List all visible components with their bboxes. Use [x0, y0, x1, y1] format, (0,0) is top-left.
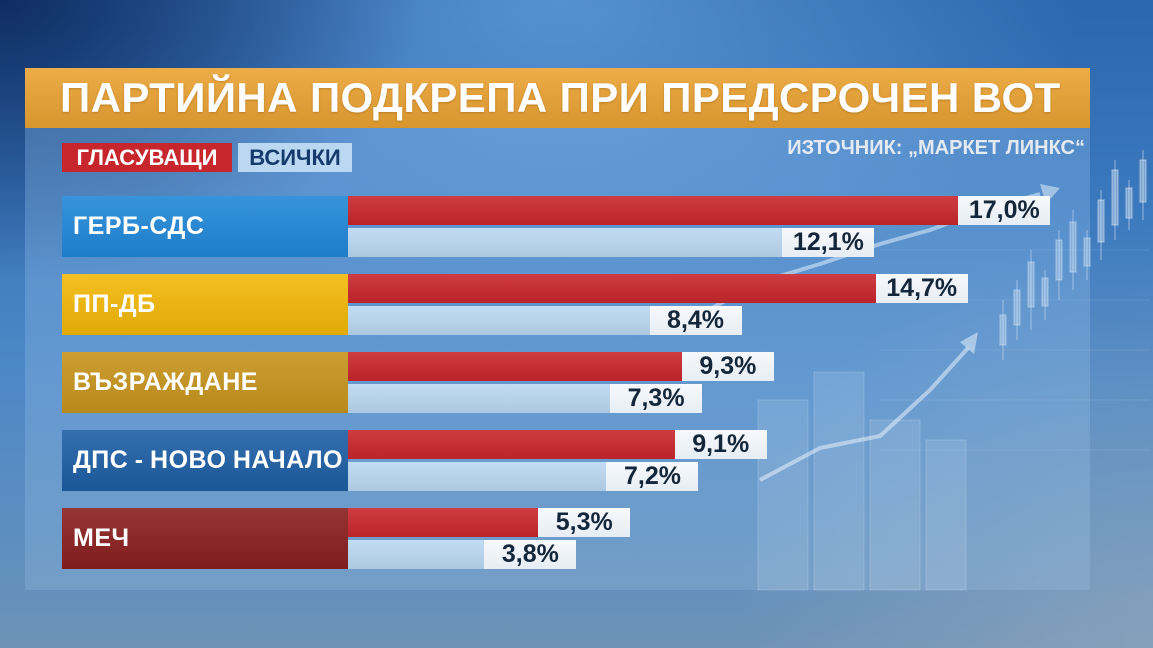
bar-all-gerb-sds: [348, 228, 783, 257]
chart-row-vazrazhdane: ВЪЗРАЖДАНЕ 9,3% 7,3%: [62, 352, 1062, 413]
decor-candle: [1097, 199, 1105, 243]
value-label-all-gerb-sds: 12,1%: [782, 228, 875, 257]
value-label-voters-gerb-sds: 17,0%: [958, 196, 1051, 225]
chart-row-pp-db: ПП-ДБ 14,7% 8,4%: [62, 274, 1062, 335]
bar-voters-mech: [348, 508, 539, 537]
decor-candle: [1139, 159, 1147, 203]
value-label-all-mech: 3,8%: [484, 540, 577, 569]
chart-row-dps-novo-nachalo: ДПС - НОВО НАЧАЛО 9,1% 7,2%: [62, 430, 1062, 491]
category-label-dps-novo-nachalo: ДПС - НОВО НАЧАЛО: [62, 430, 348, 491]
decor-column: [925, 439, 967, 591]
value-label-voters-vazrazhdane: 9,3%: [681, 352, 774, 381]
decor-candle: [1069, 221, 1077, 273]
bar-all-vazrazhdane: [348, 384, 611, 413]
legend-item-all: ВСИЧКИ: [238, 143, 352, 172]
decor-candlesticks: [999, 150, 1147, 360]
value-label-voters-pp-db: 14,7%: [875, 274, 968, 303]
bar-all-mech: [348, 540, 485, 569]
value-label-all-vazrazhdane: 7,3%: [610, 384, 703, 413]
decor-candle: [1055, 239, 1063, 281]
legend-item-voters: ГЛАСУВАЩИ: [62, 143, 232, 172]
chart-row-gerb-sds: ГЕРБ-СДС 17,0% 12,1%: [62, 196, 1062, 257]
category-label-mech: МЕЧ: [62, 508, 348, 569]
value-label-all-pp-db: 8,4%: [649, 306, 742, 335]
decor-candle: [1041, 277, 1049, 307]
decor-candle: [1125, 187, 1133, 219]
category-label-pp-db: ПП-ДБ: [62, 274, 348, 335]
decor-candle: [1013, 289, 1021, 326]
decor-arrowhead: [960, 332, 978, 354]
decor-candle: [999, 314, 1007, 346]
decor-candle: [1083, 237, 1091, 267]
decor-trend-line: [759, 346, 970, 482]
chart-title: ПАРТИЙНА ПОДКРЕПА ПРИ ПРЕДСРОЧЕН ВОТ: [25, 68, 1090, 128]
chart-row-mech: МЕЧ 5,3% 3,8%: [62, 508, 1062, 569]
category-label-gerb-sds: ГЕРБ-СДС: [62, 196, 348, 257]
decor-column: [813, 371, 865, 591]
value-label-voters-dps-novo-nachalo: 9,1%: [674, 430, 767, 459]
category-label-vazrazhdane: ВЪЗРАЖДАНЕ: [62, 352, 348, 413]
bar-voters-gerb-sds: [348, 196, 959, 225]
bar-voters-vazrazhdane: [348, 352, 682, 381]
decor-candle: [1111, 169, 1119, 226]
value-label-voters-mech: 5,3%: [538, 508, 631, 537]
bar-voters-dps-novo-nachalo: [348, 430, 675, 459]
bar-all-dps-novo-nachalo: [348, 462, 607, 491]
value-label-all-dps-novo-nachalo: 7,2%: [606, 462, 699, 491]
decor-candle: [1027, 261, 1035, 308]
source-label: ИЗТОЧНИК: „МАРКЕТ ЛИНКС“: [787, 137, 1085, 159]
bar-voters-pp-db: [348, 274, 876, 303]
bar-all-pp-db: [348, 306, 650, 335]
